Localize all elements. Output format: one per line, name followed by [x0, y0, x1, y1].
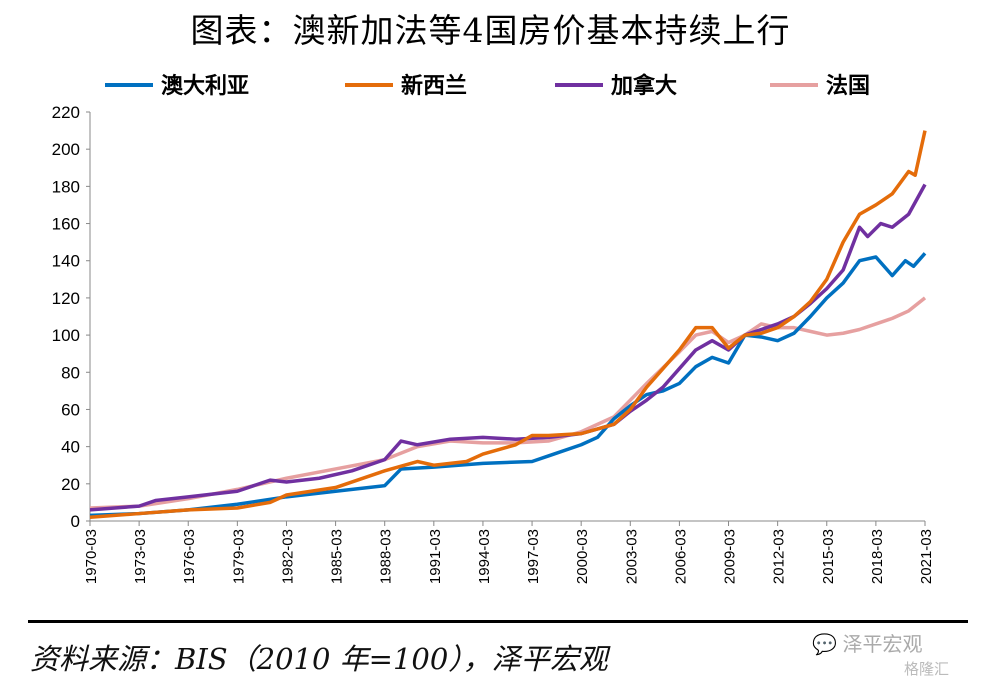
y-tick-label: 140	[52, 252, 80, 271]
legend-label-3: 法国	[826, 74, 870, 99]
x-tick-label: 1973-03	[132, 529, 149, 584]
x-tick-label: 2003-03	[623, 529, 640, 584]
legend-label-0: 澳大利亚	[161, 73, 249, 99]
x-tick-label: 1982-03	[279, 529, 296, 584]
divider	[28, 620, 968, 623]
series-line-0	[89, 252, 927, 518]
source-note: 资料来源：BIS（2010 年=100），泽平宏观	[30, 642, 608, 676]
y-tick-label: 200	[52, 140, 80, 159]
y-tick-label: 120	[52, 289, 80, 308]
y-tick-label: 80	[61, 363, 80, 382]
series-line-2	[89, 183, 927, 512]
x-tick-label: 2006-03	[672, 529, 689, 584]
y-tick-label: 160	[52, 215, 80, 234]
x-tick-label: 1994-03	[476, 529, 493, 584]
watermark-platform: 格隆汇	[904, 661, 950, 678]
x-tick-label: 1991-03	[427, 529, 444, 584]
y-tick-label: 0	[71, 512, 80, 531]
x-tick-label: 2021-03	[918, 529, 935, 584]
y-tick-label: 40	[61, 438, 80, 457]
x-tick-label: 2000-03	[574, 529, 591, 584]
x-tick-label: 1988-03	[378, 529, 395, 584]
legend-label-2: 加拿大	[610, 73, 677, 99]
watermark-account-text: 泽平宏观	[842, 634, 923, 656]
x-tick-label: 2018-03	[869, 529, 886, 584]
series-line-1	[89, 130, 927, 520]
x-tick-label: 1976-03	[181, 529, 198, 584]
line-chart: 0 20 40 60 80 100 120 140 160 180 200 220 1970-03 197…	[52, 73, 935, 584]
x-tick-label: 1997-03	[525, 529, 542, 584]
y-tick-label: 220	[52, 103, 80, 122]
x-tick-label: 2009-03	[722, 529, 739, 584]
x-tick-label: 1979-03	[230, 529, 247, 584]
x-tick-label: 1985-03	[329, 529, 346, 584]
x-tick-label: 2015-03	[820, 529, 837, 584]
x-tick-label: 2012-03	[771, 529, 788, 584]
y-tick-label: 60	[61, 400, 80, 419]
y-tick-label: 20	[61, 475, 80, 494]
watermark-account: 💬 泽平宏观	[812, 634, 923, 656]
legend-label-1: 新西兰	[401, 73, 467, 99]
x-tick-label: 1970-03	[83, 529, 100, 584]
chart-title: 图表：澳新加法等4国房价基本持续上行	[190, 11, 791, 50]
y-tick-label: 100	[52, 326, 80, 345]
y-tick-label: 180	[52, 177, 80, 196]
